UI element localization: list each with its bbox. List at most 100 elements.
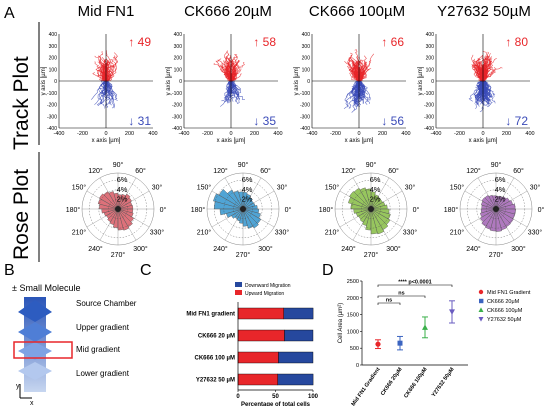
rose-spoke [339,208,372,228]
up-tracks-track [230,69,236,82]
down-tracks-track [358,80,365,101]
rose-plot-2: 90° 60° 30° 0° 330°300° 270° 240°210° 180° 150° 1… [191,161,292,259]
up-tracks-track [481,55,489,82]
y-tick-label: -400 [300,126,310,132]
rose-angle-label: 330° [150,229,165,237]
down-tracks-track [473,80,484,107]
up-tracks-track [99,61,107,82]
area-y-tick-label: 0 [356,363,359,369]
down-count: ↓ 31 [128,114,151,128]
down-tracks-track [98,80,107,95]
up-tracks-track [477,66,485,82]
up-tracks-track [482,58,493,82]
rose-spoke [495,208,515,241]
rose-angle-label: 30° [277,184,288,192]
bar-x-axis-label: Percentage of total cells [241,402,311,406]
y-tick-label: 400 [426,32,435,38]
significance-bracket [377,295,426,298]
schematic-title: ± Small Molecule [12,283,80,293]
y-tick-label: -400 [172,126,182,132]
bar-downward [278,351,314,364]
rose-radial-label: 4% [117,185,128,194]
down-tracks-track [482,80,496,104]
up-tracks-track [358,67,368,82]
column-title-1: Mid FN1 [78,3,135,20]
schematic-mid-gradient [18,342,52,360]
y-tick-label: -200 [47,103,57,109]
y-tick-label: -400 [47,126,57,132]
up-tracks-track [473,64,484,82]
rose-center [240,206,246,212]
rose-spoke [242,177,262,210]
rose-radial-label: 6% [117,175,128,184]
y-tick-label: -300 [172,114,182,120]
panel-label-d: D [322,262,334,279]
up-count: ↑ 66 [381,35,404,49]
down-count: ↓ 56 [381,114,404,128]
schematic-upper-gradient [18,322,52,342]
x-tick-label: 0 [229,131,232,137]
area-legend-label: Y27632 50μM [487,317,522,323]
down-tracks-track [91,80,107,100]
legend-label-up: Upward Migration [245,291,284,297]
rose-spoke [477,177,497,210]
up-tracks-track [230,73,242,82]
panel-c-bar-chart: Downward Migration Upward Migration Mid FN… [186,282,319,406]
rose-spoke [242,208,275,228]
rose-angle-label: 180° [444,206,459,214]
area-x-tick-label: Y27632 50μM [431,366,456,398]
rose-angle-label: 90° [366,161,377,169]
track-plot-3: -400 -200 0 200 400 400 300 200 100 0 -100 -200 -300… [294,32,411,144]
down-tracks-track [227,80,232,95]
rose-spoke [477,208,497,241]
rose-radial-label: 2% [242,194,253,203]
rose-angle-label: 0° [160,206,167,214]
down-tracks-track [475,80,484,104]
x-tick-label: 0 [357,131,360,137]
rose-angle-label: 330° [403,229,418,237]
up-tracks-track [98,55,109,82]
rose-angle-label: 60° [388,167,399,175]
y-tick-label: 400 [302,32,311,38]
x-tick-label: -200 [330,131,341,137]
schematic-lower-gradient [18,362,52,380]
rose-angle-label: 210° [72,229,87,237]
y-tick-label: -200 [300,103,310,109]
y-tick-label: -400 [424,126,434,132]
x-tick-label: -400 [53,131,64,137]
rose-angle-label: 150° [450,184,465,192]
x-axis-label: x axis [µm] [345,138,374,144]
rose-angle-label: 210° [325,229,340,237]
x-tick-label: 400 [525,131,534,137]
y-tick-label: -300 [424,114,434,120]
area-marker [449,309,455,315]
rose-angle-label: 30° [152,184,163,192]
rose-angle-label: 30° [530,184,541,192]
bar-downward [277,373,314,386]
y-tick-label: -100 [172,91,182,97]
bar-downward [283,307,314,320]
area-y-tick-label: 1000 [347,329,359,335]
y-tick-label: 100 [426,67,435,73]
down-count: ↓ 35 [253,114,276,128]
rose-angle-label: 330° [275,229,290,237]
y-tick-label: 400 [49,32,58,38]
track-plot-4: -400 -200 0 200 400 400 300 200 100 0 -100 -200 -300… [418,32,535,144]
up-tracks-track [215,60,232,82]
x-tick-label: 400 [273,131,282,137]
up-tracks-track [353,64,360,82]
rose-plot-1: 90° 60° 30° 0° 330°300° 270° 240°210° 180° 150° 1… [66,161,167,259]
up-count: ↑ 58 [253,35,276,49]
panel-label-c: C [140,262,152,279]
area-y-axis-label: Cell Area (μm²) [338,303,344,343]
schematic-label-source: Source Chamber [76,299,137,308]
rose-spoke [99,208,119,241]
rose-spoke [117,190,150,210]
rose-angle-label: 120° [88,167,103,175]
area-legend-label: CK666 20μM [487,299,520,305]
x-tick-label: 200 [502,131,511,137]
rose-angle-label: 120° [466,167,481,175]
rose-spoke [117,208,150,228]
area-x-tick-label: CK666 100μM [403,366,429,399]
